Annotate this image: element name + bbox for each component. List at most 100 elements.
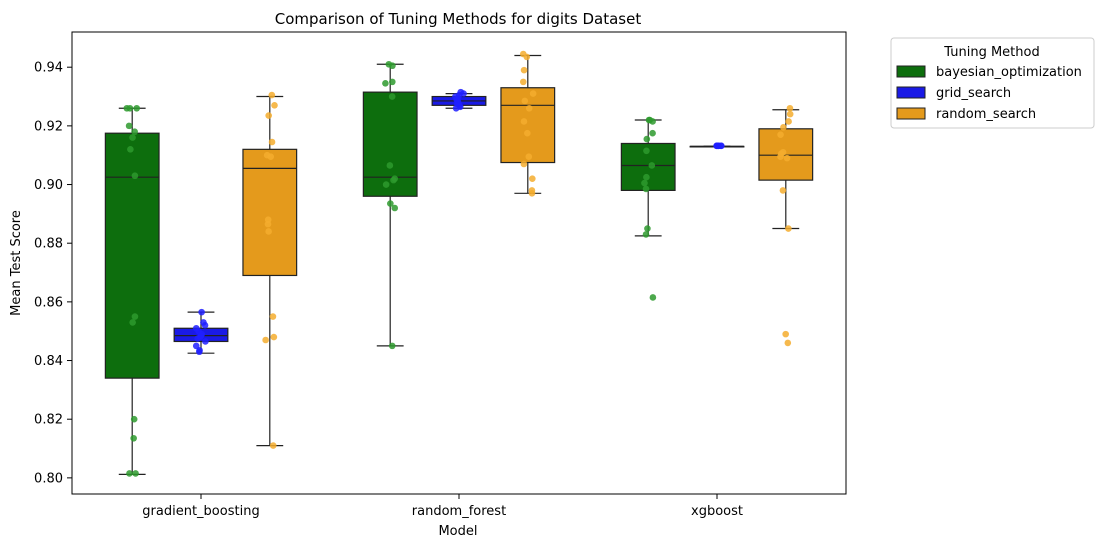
strip-point [785, 225, 792, 232]
strip-point [388, 93, 396, 100]
legend-items: bayesian_optimization grid_search random_s… [896, 65, 1082, 122]
strip-point [520, 66, 528, 74]
strip-point [130, 415, 138, 423]
strip-point [264, 220, 272, 228]
strip-point [267, 153, 275, 160]
legend-swatch [896, 107, 926, 120]
strip-point [519, 78, 527, 86]
strip-point [529, 175, 536, 182]
legend-frame [890, 37, 1095, 129]
y-tick-label: 0.80 [34, 471, 63, 486]
strip-point [713, 142, 721, 150]
strip-point [268, 138, 276, 146]
strip-point [644, 225, 651, 232]
strip-point [130, 434, 137, 442]
strip-point [786, 110, 794, 118]
strip-point [785, 118, 792, 125]
legend-swatch [896, 65, 926, 78]
strip-point [386, 162, 394, 169]
y-tick-label: 0.88 [34, 237, 63, 252]
strip-point [777, 153, 784, 160]
strip-point [132, 470, 139, 477]
strip-point [391, 204, 399, 212]
strip-point [270, 333, 278, 341]
strip-point [262, 336, 269, 344]
legend-label: bayesian_optimization [936, 65, 1082, 80]
strip-point [521, 97, 529, 105]
x-tick-label: gradient_boosting [142, 504, 259, 519]
strip-point [528, 190, 536, 197]
strip-point [382, 80, 389, 87]
strip-point [649, 129, 656, 137]
legend-label: random_search [936, 107, 1036, 122]
y-tick-label: 0.92 [34, 119, 63, 134]
strip-point [196, 348, 203, 356]
strip-point [269, 313, 277, 320]
x-tick-label: random_forest [412, 504, 506, 519]
strip-point [779, 187, 787, 194]
strip-point [524, 129, 531, 137]
x-axis: gradient_boosting random_forest xgboost [142, 494, 743, 519]
strip-point [387, 200, 394, 207]
y-tick-label: 0.86 [34, 295, 63, 310]
box-iqr [500, 87, 556, 164]
strip-point [265, 228, 272, 235]
strip-point [643, 135, 651, 143]
strip-point [784, 339, 792, 347]
strip-point [643, 147, 650, 155]
box-iqr [242, 148, 298, 277]
strip-point [520, 160, 528, 168]
y-tick-label: 0.90 [34, 178, 63, 193]
strip-point [268, 91, 276, 99]
strip-point [786, 104, 794, 112]
strip-point [642, 185, 650, 193]
strip-point [780, 124, 787, 131]
box-layer [104, 54, 814, 475]
strip-point [643, 173, 650, 181]
strip-point [126, 104, 134, 112]
strip-point [389, 78, 396, 86]
strip-point [131, 313, 139, 320]
box-random_search-random_forest [500, 54, 556, 194]
y-tick-label: 0.94 [34, 61, 63, 76]
strip-point [389, 62, 396, 70]
chart-title: Comparison of Tuning Methods for digits … [275, 10, 642, 28]
legend-title: Tuning Method [943, 45, 1039, 60]
strip-point [126, 470, 133, 477]
strip-point [641, 179, 648, 187]
y-axis-label: Mean Test Score [9, 210, 24, 316]
strip-point [201, 322, 209, 329]
strip-point [520, 118, 528, 125]
strip-point [649, 118, 656, 125]
strip-point [125, 122, 133, 130]
strip-point [269, 442, 277, 449]
legend-swatch [896, 86, 926, 99]
strip-point [194, 335, 202, 342]
plot-area: 0.80 0.82 0.84 0.86 0.88 0.90 0.92 0.94 gradien… [34, 31, 847, 519]
strip-point [523, 53, 531, 61]
strip-point [525, 153, 533, 160]
strip-point [198, 308, 205, 316]
plot-frame [71, 31, 847, 495]
strip-point [129, 134, 136, 141]
strip-point [202, 338, 209, 345]
strip-point [782, 330, 789, 338]
strip-point [388, 342, 396, 350]
strip-point [265, 112, 272, 119]
box-iqr [104, 132, 160, 379]
strip-point [649, 294, 657, 301]
x-tick-label: xgboost [691, 504, 743, 519]
strip-point [452, 104, 460, 112]
strip-point [131, 172, 139, 180]
legend: Tuning Method bayesian_optimization grid_… [890, 37, 1095, 129]
strip-point [133, 104, 141, 112]
strip-point [131, 128, 138, 136]
strip-point [525, 104, 533, 112]
strip-point [642, 231, 650, 238]
strip-point [648, 162, 656, 169]
legend-label: grid_search [936, 86, 1011, 101]
strip-point [271, 102, 278, 109]
y-tick-label: 0.82 [34, 413, 63, 428]
y-axis: 0.80 0.82 0.84 0.86 0.88 0.90 0.92 0.94 [34, 61, 72, 486]
